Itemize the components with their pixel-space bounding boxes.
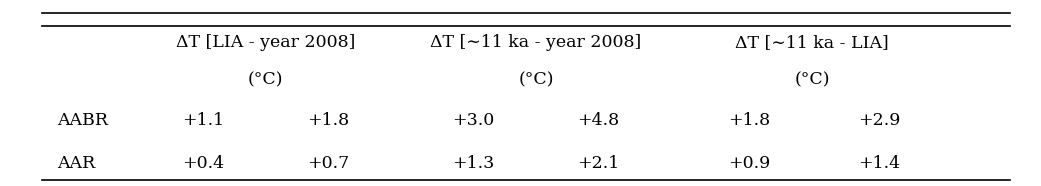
Text: +0.9: +0.9 <box>729 155 770 172</box>
Text: AAR: AAR <box>57 155 96 172</box>
Text: (°C): (°C) <box>248 71 283 89</box>
Text: +2.1: +2.1 <box>578 155 619 172</box>
Text: +1.1: +1.1 <box>182 112 224 129</box>
Text: ΔT [∼11 ka - year 2008]: ΔT [∼11 ka - year 2008] <box>431 34 641 51</box>
Text: ΔT [LIA - year 2008]: ΔT [LIA - year 2008] <box>176 34 355 51</box>
Text: +0.7: +0.7 <box>307 155 349 172</box>
Text: +1.8: +1.8 <box>729 112 770 129</box>
Text: +0.4: +0.4 <box>182 155 224 172</box>
Text: (°C): (°C) <box>794 71 830 89</box>
Text: +4.8: +4.8 <box>578 112 619 129</box>
Text: ΔT [∼11 ka - LIA]: ΔT [∼11 ka - LIA] <box>735 34 889 51</box>
Text: +1.8: +1.8 <box>307 112 349 129</box>
Text: +1.3: +1.3 <box>453 155 494 172</box>
Text: AABR: AABR <box>57 112 108 129</box>
Text: (°C): (°C) <box>518 71 554 89</box>
Text: +2.9: +2.9 <box>859 112 900 129</box>
Text: +3.0: +3.0 <box>453 112 494 129</box>
Text: +1.4: +1.4 <box>859 155 900 172</box>
